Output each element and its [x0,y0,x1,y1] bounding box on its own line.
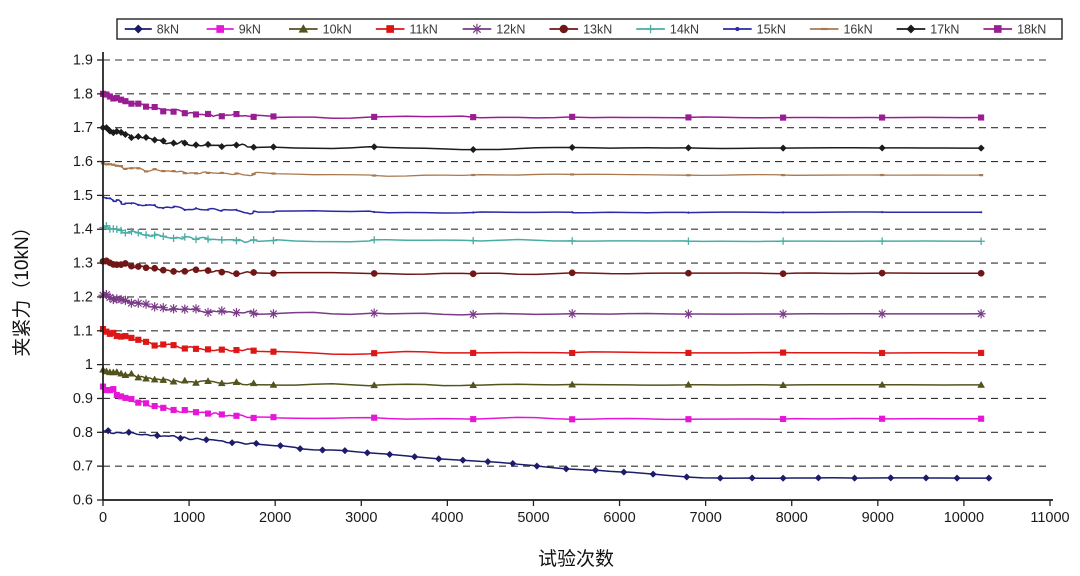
svg-text:6000: 6000 [603,510,635,526]
svg-text:0.8: 0.8 [73,425,93,441]
svg-text:13kN: 13kN [583,22,612,36]
svg-text:15kN: 15kN [757,22,786,36]
svg-text:夹紧力（10kN）: 夹紧力（10kN） [11,217,33,356]
svg-text:1.9: 1.9 [73,53,93,69]
svg-text:18kN: 18kN [1017,22,1046,36]
svg-text:9kN: 9kN [239,22,261,36]
svg-text:11000: 11000 [1030,510,1069,526]
svg-text:16kN: 16kN [843,22,872,36]
svg-text:1.5: 1.5 [73,188,93,204]
svg-text:0.7: 0.7 [73,459,93,475]
svg-text:10000: 10000 [944,510,984,526]
svg-text:0.6: 0.6 [73,493,93,509]
svg-text:1.6: 1.6 [73,154,93,170]
svg-text:1.7: 1.7 [73,120,93,136]
svg-text:8000: 8000 [776,510,808,526]
svg-text:1.2: 1.2 [73,289,93,305]
svg-text:17kN: 17kN [930,22,959,36]
svg-text:9000: 9000 [862,510,894,526]
svg-text:12kN: 12kN [496,22,525,36]
svg-text:试验次数: 试验次数 [538,548,614,570]
svg-text:1.8: 1.8 [73,86,93,102]
svg-text:8kN: 8kN [157,22,179,36]
svg-text:1.1: 1.1 [73,323,93,339]
svg-text:7000: 7000 [690,510,722,526]
svg-text:10kN: 10kN [323,22,352,36]
svg-text:4000: 4000 [431,510,463,526]
svg-text:0.9: 0.9 [73,391,93,407]
svg-text:11kN: 11kN [409,22,437,36]
svg-text:1.4: 1.4 [73,222,93,238]
svg-text:5000: 5000 [517,510,549,526]
svg-text:1: 1 [85,357,93,373]
svg-text:1.3: 1.3 [73,256,93,272]
svg-text:0: 0 [99,510,107,526]
svg-text:1000: 1000 [173,510,205,526]
svg-text:3000: 3000 [345,510,377,526]
svg-text:2000: 2000 [259,510,291,526]
svg-text:14kN: 14kN [670,22,699,36]
